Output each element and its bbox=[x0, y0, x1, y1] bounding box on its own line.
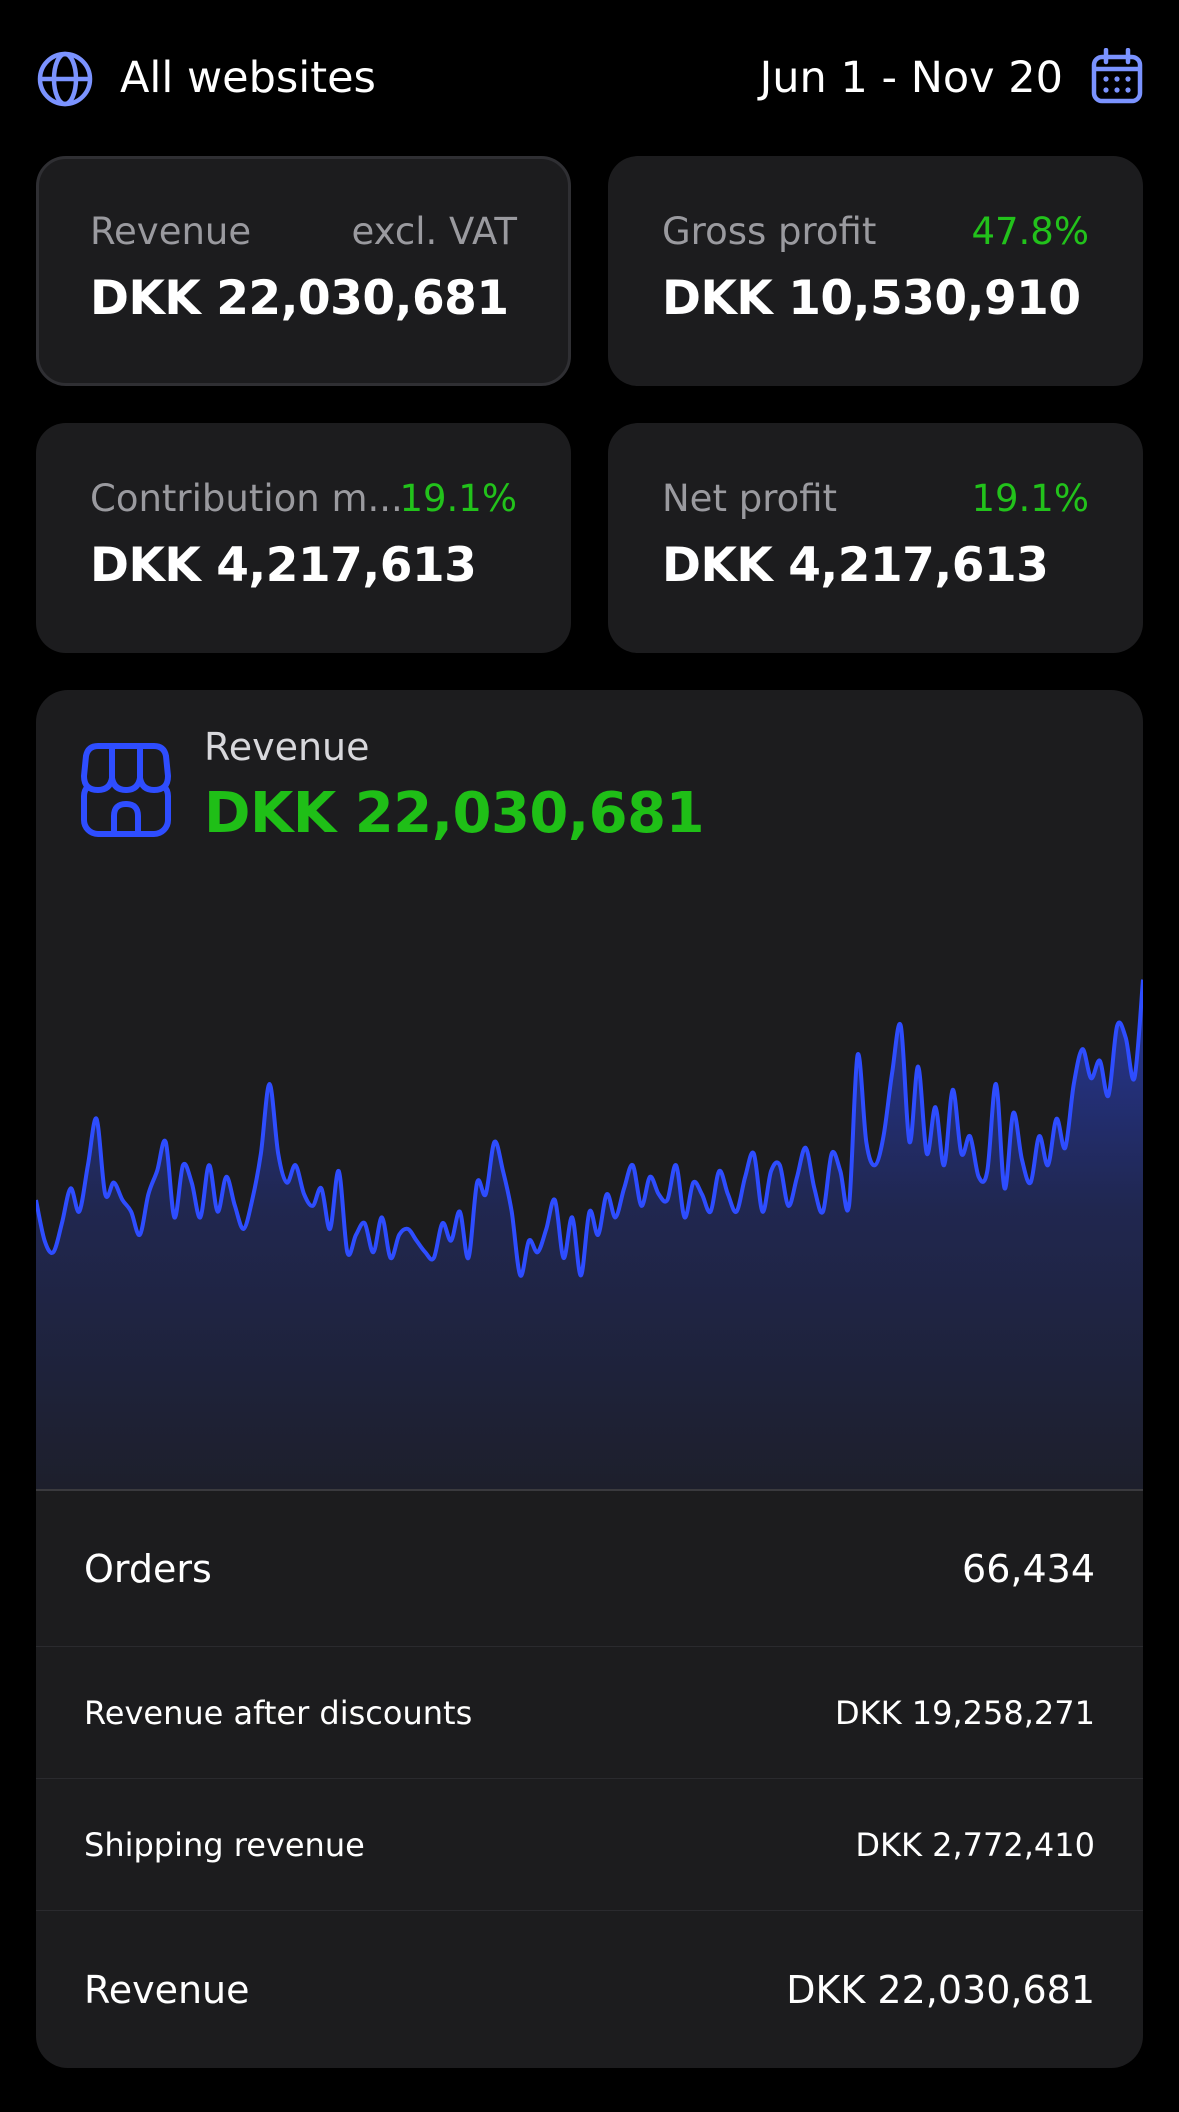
kpi-value: DKK 4,217,613 bbox=[90, 538, 477, 593]
kpi-aux: excl. VAT bbox=[351, 210, 518, 253]
metric-row-orders[interactable]: Orders 66,434 bbox=[36, 1492, 1143, 1647]
metric-row-shipping-revenue[interactable]: Shipping revenue DKK 2,772,410 bbox=[36, 1779, 1143, 1911]
kpi-percentage: 47.8% bbox=[971, 210, 1089, 253]
metric-value: DKK 19,258,271 bbox=[835, 1694, 1095, 1732]
kpi-label: Gross profit bbox=[662, 210, 877, 253]
site-selector[interactable]: All websites bbox=[120, 53, 376, 103]
kpi-value: DKK 4,217,613 bbox=[662, 538, 1049, 593]
metric-value: 66,434 bbox=[962, 1547, 1095, 1591]
kpi-card-contribution-margin[interactable]: Contribution m... 19.1% DKK 4,217,613 bbox=[36, 423, 571, 653]
metric-row-revenue-after-discounts[interactable]: Revenue after discounts DKK 19,258,271 bbox=[36, 1647, 1143, 1779]
chart-series-line bbox=[36, 979, 1143, 1278]
kpi-percentage: 19.1% bbox=[971, 477, 1089, 520]
metric-label: Revenue after discounts bbox=[84, 1694, 473, 1732]
metric-label: Revenue bbox=[84, 1968, 250, 2012]
row-divider bbox=[36, 1646, 1143, 1647]
calendar-icon[interactable] bbox=[1091, 48, 1143, 104]
panel-title: Revenue bbox=[204, 725, 370, 769]
revenue-panel: Revenue DKK 22,030,681 Orders 66,434 Rev… bbox=[36, 690, 1143, 2068]
kpi-label: Contribution m... bbox=[90, 477, 403, 520]
row-divider bbox=[36, 1778, 1143, 1779]
kpi-card-gross-profit[interactable]: Gross profit 47.8% DKK 10,530,910 bbox=[608, 156, 1143, 386]
metric-value: DKK 22,030,681 bbox=[786, 1968, 1095, 2012]
metric-label: Orders bbox=[84, 1547, 212, 1591]
kpi-label: Revenue bbox=[90, 210, 252, 253]
globe-icon[interactable] bbox=[36, 50, 94, 108]
kpi-label: Net profit bbox=[662, 477, 838, 520]
metric-value: DKK 2,772,410 bbox=[855, 1826, 1095, 1864]
kpi-value: DKK 22,030,681 bbox=[90, 271, 509, 326]
chart-baseline bbox=[36, 1489, 1143, 1491]
row-divider bbox=[36, 1910, 1143, 1911]
store-icon bbox=[81, 743, 171, 837]
kpi-value: DKK 10,530,910 bbox=[662, 271, 1081, 326]
revenue-area-chart bbox=[36, 979, 1143, 1490]
top-bar: All websites Jun 1 - Nov 20 bbox=[36, 48, 1143, 108]
date-range-label[interactable]: Jun 1 - Nov 20 bbox=[759, 53, 1063, 103]
chart-area-fill bbox=[36, 979, 1143, 1490]
kpi-percentage: 19.1% bbox=[399, 477, 517, 520]
panel-total-value: DKK 22,030,681 bbox=[204, 781, 705, 846]
metric-row-revenue-total[interactable]: Revenue DKK 22,030,681 bbox=[36, 1911, 1143, 2068]
kpi-card-revenue[interactable]: Revenue excl. VAT DKK 22,030,681 bbox=[36, 156, 571, 386]
metric-label: Shipping revenue bbox=[84, 1826, 365, 1864]
kpi-card-net-profit[interactable]: Net profit 19.1% DKK 4,217,613 bbox=[608, 423, 1143, 653]
